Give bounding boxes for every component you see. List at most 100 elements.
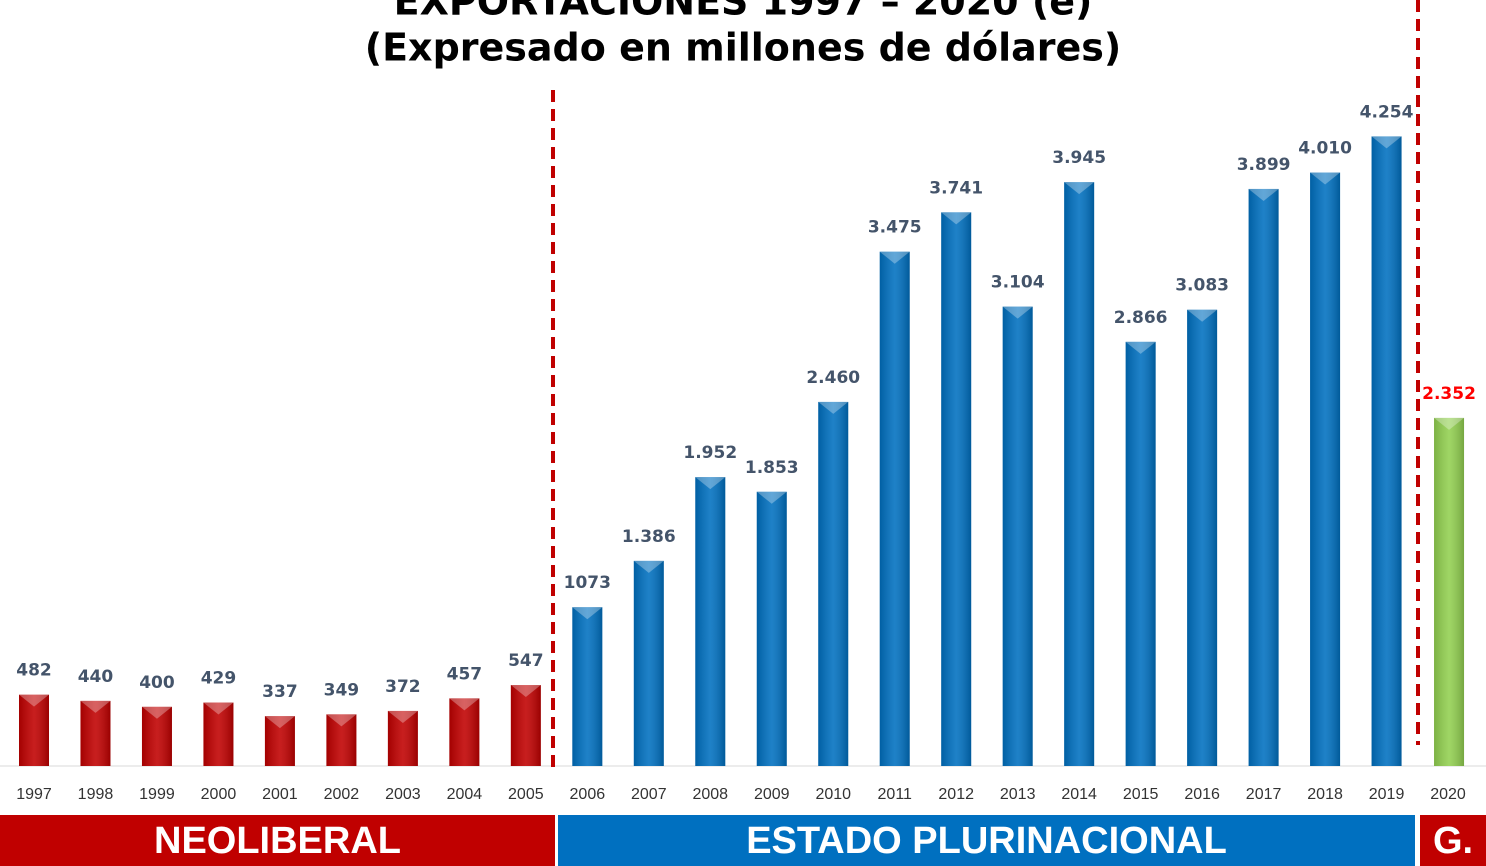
bar-shade: [141, 706, 172, 766]
value-label: 3.475: [868, 218, 922, 238]
bar-shade: [449, 698, 480, 766]
x-tick-label: 2005: [508, 786, 544, 803]
value-label: 482: [16, 661, 52, 681]
x-tick-label: 2006: [570, 786, 606, 803]
bar-cap: [1248, 188, 1279, 201]
value-label: 372: [385, 677, 421, 697]
period-band: [0, 815, 555, 866]
bar-cap: [264, 716, 295, 729]
value-label: 4.010: [1298, 139, 1352, 159]
x-tick-label: 2020: [1430, 786, 1466, 803]
bar-cap: [633, 560, 664, 573]
value-label: 337: [262, 682, 298, 702]
bar-shade: [1064, 182, 1095, 766]
bar-cap: [449, 698, 480, 711]
value-label: 349: [324, 680, 360, 700]
value-label: 429: [201, 669, 237, 689]
value-label: 3.899: [1237, 155, 1291, 175]
x-tick-label: 2012: [938, 786, 974, 803]
bar-shade: [19, 694, 49, 766]
value-label: 1.386: [622, 527, 676, 547]
bar-shade: [1310, 172, 1341, 766]
value-label: 1.952: [683, 443, 737, 463]
x-tick-label: 2019: [1369, 786, 1405, 803]
bar-cap: [141, 706, 172, 719]
bar-shade: [756, 491, 787, 766]
x-tick-label: 2016: [1184, 786, 1220, 803]
value-label: 3.945: [1052, 148, 1106, 168]
value-label: 547: [508, 651, 544, 671]
x-tick-label: 2010: [815, 786, 851, 803]
value-label: 457: [447, 664, 483, 684]
x-tick-label: 2011: [878, 786, 913, 803]
bar-cap: [1187, 309, 1218, 322]
period-label: G.: [1433, 820, 1473, 862]
value-label: 2.460: [806, 368, 860, 388]
x-tick-label: 1998: [78, 786, 114, 803]
x-tick-label: 2003: [385, 786, 421, 803]
x-tick-label: 2013: [1000, 786, 1036, 803]
value-label: 2.866: [1114, 308, 1168, 328]
bar-shade: [879, 251, 910, 766]
period-band: [558, 815, 1415, 866]
value-label: 3.741: [929, 178, 983, 198]
bar-shade: [1248, 188, 1279, 766]
bar-shade: [1434, 417, 1465, 766]
bar-cap: [879, 251, 910, 264]
period-label: NEOLIBERAL: [154, 820, 401, 862]
bar-cap: [1125, 341, 1156, 354]
bar-cap: [695, 477, 726, 490]
bar-shade: [80, 700, 111, 766]
x-tick-label: 2007: [631, 786, 667, 803]
x-tick-label: 2017: [1246, 786, 1282, 803]
x-tick-label: 1999: [139, 786, 175, 803]
period-band: [1420, 815, 1486, 866]
bar-shade: [633, 560, 664, 766]
value-label: 3.083: [1175, 276, 1229, 296]
value-label: 2.352: [1422, 384, 1476, 404]
bar-shade: [326, 714, 357, 766]
value-label: 3.104: [991, 273, 1045, 293]
bar-cap: [1002, 306, 1033, 319]
bar-cap: [387, 710, 418, 723]
x-tick-label: 2004: [447, 786, 483, 803]
bar-shade: [203, 702, 234, 766]
value-label: 1073: [564, 573, 611, 593]
bar-shade: [264, 716, 295, 766]
x-tick-label: 2009: [754, 786, 790, 803]
value-label: 1.853: [745, 458, 799, 478]
bar-shade: [387, 710, 418, 766]
bar-shade: [1125, 341, 1156, 766]
bar-shade: [695, 477, 726, 766]
x-tick-label: 2002: [324, 786, 360, 803]
bar-cap: [941, 212, 972, 225]
x-tick-label: 2008: [692, 786, 728, 803]
bar-shade: [1371, 136, 1402, 766]
x-tick-label: 2018: [1307, 786, 1343, 803]
x-tick-label: 2014: [1061, 786, 1097, 803]
bar-shade: [510, 685, 541, 766]
value-label: 440: [78, 667, 114, 687]
bar-cap: [510, 685, 541, 698]
bar-cap: [818, 401, 849, 414]
bar-shade: [941, 212, 972, 766]
bar-cap: [326, 714, 357, 727]
bar-cap: [1310, 172, 1341, 185]
chart-subtitle: (Expresado en millones de dólares): [365, 26, 1122, 70]
bar-cap: [756, 491, 787, 504]
value-label: 4.254: [1360, 102, 1414, 122]
bar-cap: [19, 694, 49, 707]
bar-shade: [1002, 306, 1033, 766]
bar-shade: [818, 401, 849, 766]
x-tick-label: 2015: [1123, 786, 1159, 803]
chart-title: EXPORTACIONES 1997 – 2020 (e): [394, 0, 1093, 24]
bar-shade: [1187, 309, 1218, 766]
bar-cap: [203, 702, 234, 715]
value-label: 400: [139, 673, 175, 693]
bar-cap: [1064, 182, 1095, 195]
x-tick-label: 2000: [201, 786, 237, 803]
bar-cap: [572, 607, 603, 620]
bar-shade: [572, 607, 603, 766]
period-label: ESTADO PLURINACIONAL: [746, 820, 1227, 862]
